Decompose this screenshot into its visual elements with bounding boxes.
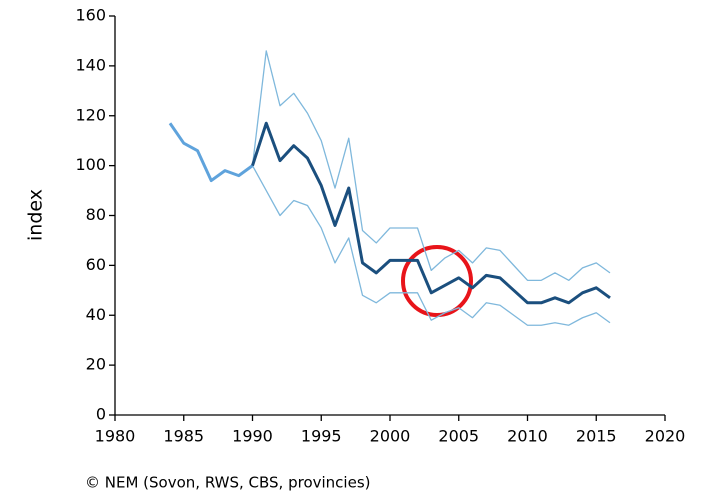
- y-tick-label: 120: [75, 105, 106, 124]
- x-tick-label: 1990: [232, 427, 273, 446]
- y-tick-label: 0: [96, 405, 106, 424]
- data-line: [251, 50, 611, 281]
- y-tick-label: 60: [86, 255, 106, 274]
- x-tick-label: 2005: [438, 427, 479, 446]
- x-tick-label: 2010: [507, 427, 548, 446]
- highlight-circle: [401, 245, 473, 317]
- y-tick-label: 100: [75, 155, 106, 174]
- y-tick-label: 160: [75, 6, 106, 25]
- x-tick-label: 1985: [163, 427, 204, 446]
- x-tick-label: 2020: [645, 427, 686, 446]
- x-tick-label: 2000: [370, 427, 411, 446]
- x-tick-label: 1995: [301, 427, 342, 446]
- data-line: [251, 165, 611, 326]
- x-tick-label: 1980: [95, 427, 136, 446]
- source-note: © NEM (Sovon, RWS, CBS, provincies): [85, 474, 370, 492]
- y-tick-label: 140: [75, 55, 106, 74]
- x-tick-label: 2015: [576, 427, 617, 446]
- data-line: [251, 121, 611, 305]
- y-tick-label: 40: [86, 305, 106, 324]
- y-tick-label: 80: [86, 205, 106, 224]
- data-line: [168, 122, 254, 183]
- y-axis-label: index: [25, 189, 47, 241]
- y-tick-label: 20: [86, 355, 106, 374]
